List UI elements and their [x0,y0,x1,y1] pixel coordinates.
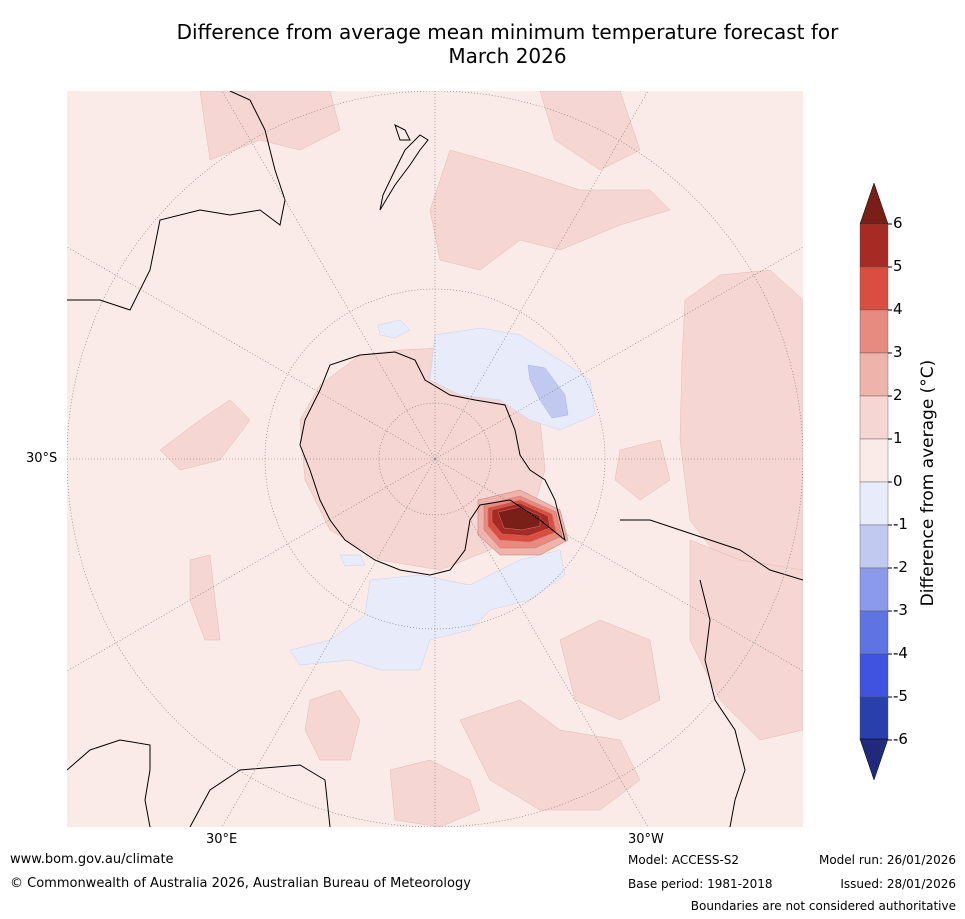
colorbar-tick-label: 6 [893,214,903,232]
colorbar [859,182,892,781]
coastlines [67,91,803,827]
chart-title: Difference from average mean minimum tem… [0,20,965,68]
colorbar-box [859,223,889,268]
anomaly-region-minus2-ross [527,364,569,419]
lat-label-30s: 30°S [26,451,58,466]
anomaly-region-new-zealand-sea [429,149,671,271]
coastline-new-zealand [379,124,429,211]
colorbar-box [859,309,889,354]
colorbar-box [859,524,889,569]
anomaly-region-pacific-north [199,91,341,161]
colorbar-box [859,352,889,397]
coastline-south-america [620,519,803,827]
graticule [67,91,803,827]
colorbar-tick-label: 3 [893,343,903,361]
graticule-meridian-150w [434,458,649,827]
colorbar-box [859,610,889,655]
colorbar-tick-label: 0 [893,472,903,490]
colorbar-box [859,395,889,440]
chart-title-line2: March 2026 [448,44,567,68]
footer-base-period: Base period: 1981-2018 [628,877,773,891]
chart-title-line1: Difference from average mean minimum tem… [176,20,839,44]
colorbar-tick-label: -3 [893,601,908,619]
colorbar-under-arrow [859,738,889,781]
footer-website: www.bom.gov.au/climate [10,852,174,867]
anomaly-plus1-regions [159,91,803,827]
colorbar-ticks [888,223,892,741]
colorbar-title: Difference from average (°C) [918,360,938,607]
colorbar-box [859,481,889,526]
colorbar-title-unit: °C) [918,359,938,387]
footer-model: Model: ACCESS-S2 [628,853,740,867]
colorbar-box [859,438,889,483]
colorbar-tick-label: -2 [893,558,908,576]
colorbar-box [859,567,889,612]
coastline-australia [67,91,286,311]
graticule-meridian-30w [434,91,649,460]
anomaly-region-west-atlantic [614,439,671,501]
lon-label-30w: 30°W [628,832,664,847]
anomaly-region-small-blue [377,319,411,339]
footer-issued: Issued: 28/01/2026 [840,877,956,891]
colorbar-box [859,696,889,741]
colorbar-tick-label: -6 [893,730,908,748]
anomaly-region-north-pacific [539,91,641,171]
anomaly-region-southern-ocean [459,699,641,811]
graticule-meridian-150e [221,458,436,827]
colorbar-box [859,266,889,311]
anomaly-region-south-atlantic [559,619,661,721]
anomaly-region-indian-ocean-1 [159,399,251,471]
anomaly-region-south-indian [304,689,361,761]
colorbar-tick-label: 2 [893,386,903,404]
anomaly-hotspot [477,489,569,556]
colorbar-tick-label: 4 [893,300,903,318]
coastline-africa [67,739,331,827]
map-panel [67,91,803,827]
anomaly-region-small-blue-2 [339,554,366,567]
footer-model-run: Model run: 26/01/2026 [818,853,956,867]
colorbar-box [859,653,889,698]
colorbar-tick-label: -4 [893,644,908,662]
colorbar-over-arrow [859,182,889,225]
colorbar-tick-label: -1 [893,515,908,533]
colorbar-tick-label: 1 [893,429,903,447]
colorbar-tick-label: 5 [893,257,903,275]
colorbar-tick-label: -5 [893,687,908,705]
lon-label-30e: 30°E [206,832,238,847]
coastline-antarctica [299,351,566,576]
graticule-meridian-30e [221,91,436,460]
footer-disclaimer: Boundaries are not considered authoritat… [690,899,956,913]
footer-copyright: © Commonwealth of Australia 2026, Austra… [10,876,471,891]
colorbar-boxes [859,223,889,741]
anomaly-region-weddell-sea [289,549,566,671]
colorbar-title-text: Difference from average ( [918,386,938,607]
anomaly-region-south-america [689,539,803,741]
